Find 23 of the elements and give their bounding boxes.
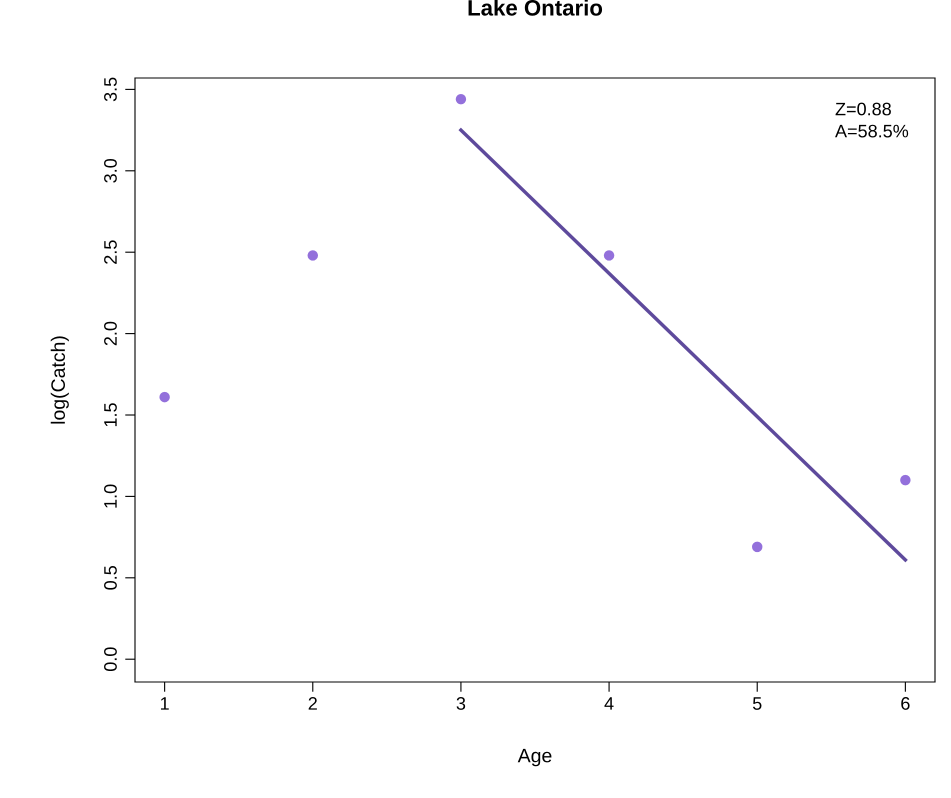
y-tick-label: 3.5 [104, 78, 117, 102]
x-tick-label: 2 [308, 697, 317, 710]
y-tick-label: 0.0 [104, 647, 117, 672]
x-axis-title: Age [518, 748, 552, 766]
y-tick-label: 1.5 [104, 403, 117, 426]
annotation: Z=0.88 A=58.5% [835, 102, 908, 138]
y-tick-label: 0.5 [104, 566, 117, 590]
x-tick-label: 4 [604, 697, 614, 710]
point [604, 250, 614, 261]
y-tick-label: 2.5 [104, 240, 117, 264]
y-tick-label: 1.0 [104, 484, 117, 508]
point [308, 250, 318, 261]
point [752, 542, 762, 552]
point [159, 392, 170, 402]
point [900, 474, 911, 486]
x-tick-label: 6 [901, 697, 910, 710]
x-tick-label: 5 [752, 697, 762, 710]
y-tick-label: 2.0 [104, 322, 117, 346]
y-tick-label: 3.0 [104, 158, 117, 183]
y-axis-title: log(Catch) [50, 336, 69, 424]
x-tick-label: 1 [160, 697, 169, 710]
point [456, 94, 466, 104]
x-tick-label: 3 [456, 697, 466, 710]
